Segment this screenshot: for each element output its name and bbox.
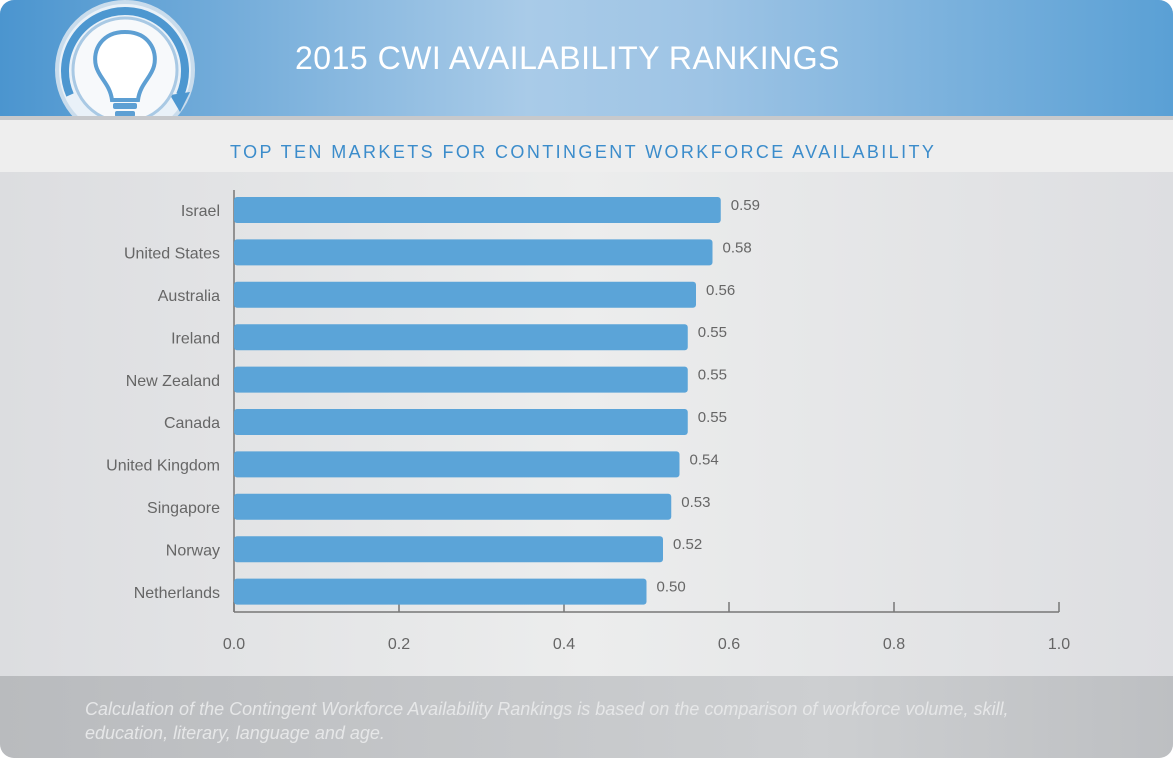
footnote: Calculation of the Contingent Workforce … [85, 699, 1009, 743]
category-label: Singapore [147, 500, 220, 517]
bar [234, 451, 680, 478]
value-label: 0.56 [706, 282, 735, 299]
value-label: 0.59 [731, 197, 760, 214]
bar [234, 493, 672, 520]
value-label: 0.58 [723, 239, 752, 256]
category-label: Netherlands [134, 585, 220, 602]
category-label: Canada [164, 415, 220, 432]
category-label: Ireland [171, 330, 220, 347]
value-label: 0.55 [698, 324, 727, 341]
category-label: United Kingdom [106, 458, 220, 475]
category-label: New Zealand [126, 373, 220, 390]
category-label: Australia [158, 288, 220, 305]
x-tick-label: 0.0 [223, 636, 245, 653]
bar [234, 197, 721, 223]
chart: 0.0 0.2 0.4 0.6 0.8 1.0 Israel 0.59 United State… [106, 190, 1070, 653]
x-tick-label: 0.8 [883, 636, 905, 653]
bar [234, 409, 688, 435]
category-label: Norway [166, 542, 220, 559]
x-tick-label: 0.2 [388, 636, 410, 653]
bar [234, 239, 713, 266]
bar [234, 578, 647, 605]
bar [234, 536, 663, 563]
value-label: 0.55 [698, 367, 727, 384]
x-tick-label: 0.6 [718, 636, 740, 653]
value-label: 0.53 [681, 494, 710, 511]
value-label: 0.55 [698, 409, 727, 426]
value-label: 0.52 [673, 536, 702, 553]
subtitle-band: TOP TEN MARKETS FOR CONTINGENT WORKFORCE… [0, 116, 1173, 172]
footer-band: Calculation of the Contingent Workforce … [0, 676, 1173, 758]
bar [234, 324, 688, 351]
category-label: Israel [181, 203, 220, 220]
title: 2015 CWI AVAILABILITY RANKINGS [295, 40, 840, 76]
bar [234, 366, 688, 393]
value-label: 0.50 [657, 579, 686, 596]
x-tick-label: 0.4 [553, 636, 575, 653]
header-band: 2015 CWI AVAILABILITY RANKINGS [0, 0, 1173, 116]
bar [234, 281, 696, 308]
value-label: 0.54 [690, 451, 719, 468]
x-tick-label: 1.0 [1048, 636, 1070, 653]
subtitle: TOP TEN MARKETS FOR CONTINGENT WORKFORCE… [230, 142, 937, 162]
category-label: United States [124, 246, 220, 263]
